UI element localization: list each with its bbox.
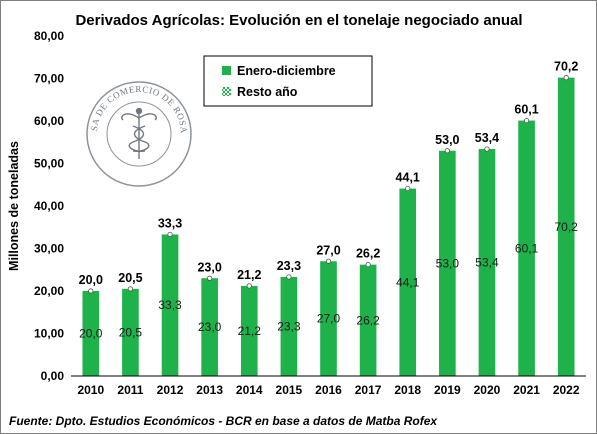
bar-inner-label: 20,0	[79, 327, 103, 341]
y-tick-label: 0,00	[41, 369, 65, 383]
bar-marker	[88, 288, 94, 294]
bar	[82, 291, 100, 376]
x-tick-label: 2018	[394, 383, 421, 397]
caduceus-icon	[121, 107, 157, 159]
bar	[201, 278, 218, 376]
y-tick-label: 70,00	[34, 72, 64, 86]
y-tick-label: 40,00	[34, 199, 64, 213]
y-axis-label: Millones de toneladas	[7, 141, 21, 271]
bar	[478, 149, 496, 376]
legend-swatch-solid	[222, 66, 231, 75]
bar	[557, 77, 575, 377]
bar	[439, 150, 456, 376]
bar-value-label: 23,3	[277, 259, 301, 273]
x-tick-label: 2012	[157, 383, 184, 397]
legend-label-enero-diciembre: Enero-diciembre	[237, 64, 336, 78]
bar-inner-label: 70,2	[555, 220, 579, 234]
bar-inner-label: 53,0	[436, 256, 460, 270]
x-axis-ticks: 2010 2011 2012 2013 2014 2015 2016 2017 2018 2019…	[77, 383, 579, 397]
bar-marker	[365, 262, 371, 268]
y-tick-label: 10,00	[34, 327, 64, 341]
bar-marker	[523, 117, 530, 124]
bar	[320, 261, 337, 376]
bar-value-label: 20,5	[118, 271, 142, 285]
bar-inner-label: 60,1	[515, 241, 539, 255]
bar-marker	[484, 146, 490, 152]
bar	[240, 285, 258, 376]
bar-marker	[563, 75, 569, 81]
bar-inner-label: 27,0	[317, 312, 341, 326]
x-tick-label: 2015	[276, 383, 303, 397]
bar-inner-label: 33,3	[158, 298, 182, 312]
y-axis-ticks: 0,00 10,00 20,00 30,00 40,00 50,00 60,00 70,00 8…	[34, 29, 64, 383]
bar-value-label: 23,0	[197, 260, 221, 274]
legend-swatch-checkered	[222, 87, 231, 96]
x-tick-label: 2013	[196, 383, 223, 397]
bar-marker	[246, 283, 252, 289]
bar-inner-label: 20,5	[119, 325, 143, 339]
bar-marker	[405, 185, 411, 192]
source-note: Fuente: Dpto. Estudios Económicos - BCR …	[9, 414, 438, 428]
bar-value-label: 60,1	[514, 103, 538, 117]
bar-marker	[127, 286, 134, 292]
y-tick-label: 50,00	[34, 157, 64, 171]
x-tick-label: 2017	[355, 383, 382, 397]
bar	[359, 264, 377, 376]
x-tick-label: 2020	[474, 383, 501, 397]
bar-inner-label: 53,4	[475, 256, 499, 270]
bar-value-label: 53,4	[475, 131, 499, 145]
logo-inner-ring	[106, 101, 172, 167]
bar-inner-label: 23,0	[198, 320, 222, 334]
bar-value-label: 53,0	[435, 133, 459, 147]
legend-box	[203, 55, 373, 107]
x-tick-label: 2016	[315, 383, 342, 397]
bar-marker	[286, 274, 292, 280]
bar-value-label: 70,2	[554, 60, 578, 74]
y-tick-label: 80,00	[34, 29, 64, 43]
bar-marker	[207, 275, 213, 281]
bar	[122, 288, 139, 376]
plot-area: 20,0 20,0 20,5 20,5 33,3 33,3 23,0 23,0 21,2 21,2…	[79, 60, 579, 377]
bar-inner-label: 44,1	[396, 275, 420, 289]
bar-value-label: 27,0	[316, 243, 340, 257]
bar-inner-label: 23,3	[277, 319, 301, 333]
bar-value-label: 20,0	[79, 273, 103, 287]
bar-marker	[167, 231, 173, 238]
x-tick-label: 2010	[77, 383, 104, 397]
legend-label-resto-ano: Resto año	[237, 85, 298, 99]
x-tick-label: 2014	[236, 383, 263, 397]
bar-inner-label: 21,2	[238, 324, 262, 338]
y-tick-label: 60,00	[34, 114, 64, 128]
bar-marker	[325, 258, 332, 264]
x-tick-label: 2021	[513, 383, 540, 397]
bar	[518, 120, 535, 376]
bar	[280, 276, 298, 376]
bar-value-label: 26,2	[356, 247, 380, 261]
legend: Enero-diciembre Resto año	[203, 55, 373, 107]
y-tick-label: 20,00	[34, 284, 64, 298]
bar-value-label: 44,1	[396, 171, 420, 185]
bar-marker	[444, 148, 450, 154]
x-tick-label: 2019	[434, 383, 461, 397]
chart-title: Derivados Agrícolas: Evolución en el ton…	[75, 12, 522, 29]
bar	[161, 234, 179, 376]
bar	[399, 188, 417, 376]
x-tick-label: 2011	[117, 383, 143, 397]
y-tick-label: 30,00	[34, 242, 64, 256]
bar-inner-label: 26,2	[356, 313, 380, 327]
x-tick-label: 2022	[553, 383, 580, 397]
bar-value-label: 33,3	[158, 216, 182, 230]
bar-value-label: 21,2	[237, 268, 261, 282]
